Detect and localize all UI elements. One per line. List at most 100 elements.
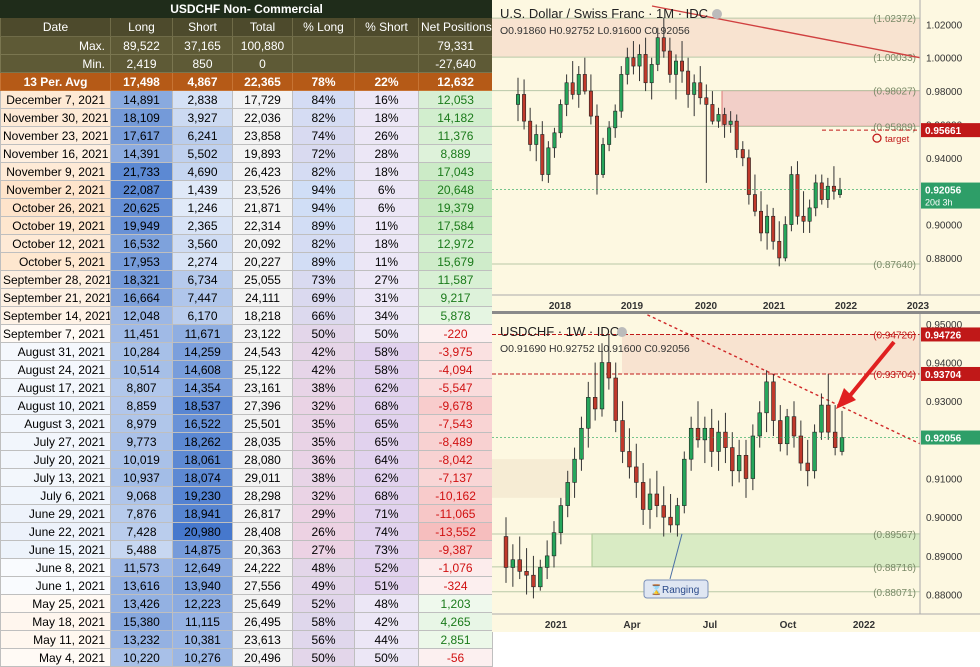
candle-body <box>791 416 797 437</box>
cell-total: 28,408 <box>232 522 293 541</box>
cell-net: -220 <box>417 324 494 343</box>
cell-long: 8,979 <box>110 414 173 433</box>
cell-pct-short: 68% <box>354 486 419 505</box>
cell-pct-short: 6% <box>354 198 419 217</box>
cell-net: -10,162 <box>417 486 494 505</box>
ohlc-label: O0.91690 H0.92752 L0.91600 C0.92056 <box>500 343 690 355</box>
cell-pct-long: 73% <box>292 270 355 289</box>
cell-pct-long: 26% <box>292 522 355 541</box>
cell-short: 6,734 <box>172 270 233 289</box>
table-row: October 5, 2021 17,953 2,274 20,227 89% 11% 15… <box>0 252 494 271</box>
cell-date: September 7, 2021 <box>0 324 111 343</box>
cell-long: 10,937 <box>110 468 173 487</box>
cell-total: 22,036 <box>232 108 293 127</box>
header-long: Long <box>110 17 173 37</box>
cell-net: 12,972 <box>417 234 494 253</box>
candle-body <box>586 397 591 429</box>
cell-pct-short: 74% <box>354 522 419 541</box>
weekly-chart[interactable]: (0.94726) (0.93704) (0.89567) (0.88716) (0.8… <box>492 314 980 632</box>
candle-body <box>752 194 757 212</box>
cell-total: 25,055 <box>232 270 293 289</box>
candle-body <box>582 74 587 92</box>
candle-body <box>728 120 733 125</box>
cell-pct-short: 28% <box>354 144 419 163</box>
cell-net: 15,679 <box>417 252 494 271</box>
candle-body <box>552 132 557 149</box>
cell-short: 14,354 <box>172 378 233 397</box>
candle-body <box>647 493 653 510</box>
cell-date: July 27, 2021 <box>0 432 111 451</box>
cell-short: 18,074 <box>172 468 233 487</box>
cot-table-panel: USDCHF Non- Commercial Date Long Short T… <box>0 0 494 667</box>
header-total: Total <box>232 17 293 37</box>
monthly-chart[interactable]: (1.02372) (1.00033) (0.98027) (0.95889) (0.8… <box>492 0 980 311</box>
avg-long: 17,498 <box>110 72 173 91</box>
x-tick-label: 2023 <box>907 301 930 311</box>
x-tick-label: 2018 <box>549 301 572 311</box>
table-row: June 22, 2021 7,428 20,980 28,408 26% 74% -13,… <box>0 522 494 541</box>
last-price-box <box>921 182 980 209</box>
table-row: October 12, 2021 16,532 3,560 20,092 82% 18% 1… <box>0 234 494 253</box>
candle-body <box>686 70 691 95</box>
cell-pct-long: 38% <box>292 378 355 397</box>
candle-body <box>730 447 735 472</box>
level-label: (1.02372) <box>873 14 916 25</box>
cell-short: 13,940 <box>172 576 233 595</box>
x-tick-label: 2021 <box>763 301 786 311</box>
charts-panel: (1.02372) (1.00033) (0.98027) (0.95889) (0.8… <box>492 0 980 632</box>
cell-net: -9,678 <box>417 396 494 415</box>
table-row: November 23, 2021 17,617 6,241 23,858 74% 26%… <box>0 126 494 145</box>
table-title-row: USDCHF Non- Commercial <box>0 0 494 18</box>
cell-short: 1,246 <box>172 198 233 217</box>
min-short: 850 <box>172 54 233 73</box>
cell-pct-long: 35% <box>292 432 355 451</box>
cell-net: -11,065 <box>417 504 494 523</box>
cell-long: 13,426 <box>110 594 173 613</box>
trend-line <box>651 5 921 59</box>
max-net: 79,331 <box>417 36 494 55</box>
target-price-box <box>921 123 980 138</box>
cell-total: 23,858 <box>232 126 293 145</box>
cell-date: September 14, 2021 <box>0 306 111 325</box>
cell-total: 24,222 <box>232 558 293 577</box>
cell-long: 8,859 <box>110 396 173 415</box>
table-row: November 9, 2021 21,733 4,690 26,423 82% 18% 1… <box>0 162 494 181</box>
level-price-label: 0.93704 <box>925 370 962 381</box>
cell-date: May 18, 2021 <box>0 612 111 631</box>
candle-body <box>538 567 543 588</box>
min-net: -27,640 <box>417 54 494 73</box>
cell-net: -7,543 <box>417 414 494 433</box>
avg-row: 13 Per. Avg 17,498 4,867 22,365 78% 22% … <box>0 72 494 91</box>
cell-net: 20,648 <box>417 180 494 199</box>
x-tick-label: 2022 <box>853 620 876 631</box>
candle-body <box>736 455 742 472</box>
cell-total: 22,314 <box>232 216 293 235</box>
cell-net: 9,217 <box>417 288 494 307</box>
table-row: August 24, 2021 10,514 14,608 25,122 42% 58% -… <box>0 360 494 379</box>
last-price-label: 0.92056 <box>925 434 962 445</box>
cell-total: 28,080 <box>232 450 293 469</box>
table-row: September 28, 2021 18,321 6,734 25,055 73% 27… <box>0 270 494 289</box>
candle-body <box>655 37 660 65</box>
cell-short: 10,276 <box>172 648 233 667</box>
cell-pct-short: 68% <box>354 396 419 415</box>
x-tick-label: Jul <box>703 620 718 631</box>
cell-net: -4,094 <box>417 360 494 379</box>
cell-pct-short: 50% <box>354 648 419 667</box>
table-row: September 7, 2021 11,451 11,671 23,122 50% 50… <box>0 324 494 343</box>
candle-body <box>661 37 666 52</box>
candle-body <box>819 404 824 433</box>
price-axis-bg <box>920 0 980 311</box>
cell-long: 14,891 <box>110 90 173 109</box>
cell-long: 12,048 <box>110 306 173 325</box>
table-row: October 19, 2021 19,949 2,365 22,314 89% 11% 1… <box>0 216 494 235</box>
last-price-box <box>921 430 980 445</box>
cell-total: 20,227 <box>232 252 293 271</box>
cell-pct-long: 66% <box>292 306 355 325</box>
header-row: Date Long Short Total % Long % Short Net… <box>0 17 494 37</box>
cell-pct-short: 51% <box>354 576 419 595</box>
cell-net: -3,975 <box>417 342 494 361</box>
candle-body <box>640 482 646 510</box>
candle-body <box>750 435 756 479</box>
candle-body <box>565 482 570 506</box>
